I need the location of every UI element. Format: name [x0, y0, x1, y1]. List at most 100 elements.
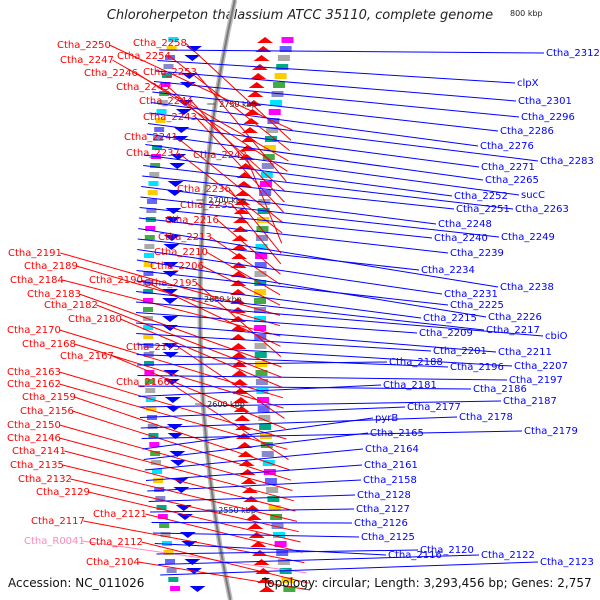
forward-gene-mark [231, 244, 248, 250]
cog-box [274, 541, 287, 547]
gene-label-right: Ctha_2164 [365, 444, 419, 455]
label-leader-line [139, 207, 433, 239]
reverse-gene-mark [175, 505, 192, 511]
cog-box [264, 136, 277, 142]
gene-label-right: Ctha_2197 [509, 375, 563, 386]
gene-label-left: Ctha_2250 [57, 40, 111, 51]
cog-box [165, 559, 176, 564]
label-leader-line [191, 100, 285, 203]
gene-label-left: Ctha_2150 [7, 420, 61, 431]
reverse-gene-mark [184, 559, 201, 565]
label-leader-line [79, 293, 282, 368]
cog-box [148, 181, 159, 186]
label-leader-line [147, 479, 362, 492]
cog-box [157, 514, 168, 519]
forward-gene-mark [231, 235, 248, 241]
label-leader-line [137, 375, 508, 381]
cog-box [147, 190, 158, 195]
gene-label-right: Ctha_2122 [481, 550, 535, 561]
label-leader-line [59, 437, 294, 502]
gene-label-right: Ctha_2211 [498, 347, 552, 358]
cog-box [149, 172, 160, 177]
label-leader-line [150, 102, 479, 147]
label-leader-line [206, 251, 281, 296]
reverse-gene-mark [181, 541, 198, 547]
label-leader-line [140, 196, 500, 238]
label-leader-line [137, 249, 443, 295]
gene-label-right: Ctha_2215 [423, 313, 477, 324]
cog-box [279, 46, 292, 52]
label-leader-line [185, 42, 292, 141]
label-leader-line [112, 355, 286, 430]
cog-box [147, 199, 158, 204]
forward-gene-mark [230, 334, 247, 340]
cog-box [143, 325, 154, 330]
cog-box [163, 64, 174, 69]
reverse-gene-mark [164, 397, 181, 403]
forward-gene-mark [245, 514, 262, 520]
label-leader-line [156, 549, 419, 555]
reverse-gene-mark [164, 217, 181, 223]
gene-label-left: Ctha_2167 [60, 351, 114, 362]
gene-label-right: sucC [521, 190, 545, 201]
gene-label-right: Ctha_2188 [389, 357, 443, 368]
cog-box [283, 586, 296, 592]
label-leader-line [145, 513, 303, 553]
label-leader-line [141, 186, 437, 225]
cog-box [268, 109, 281, 115]
label-leader-line [149, 508, 355, 513]
gene-label-right: Ctha_2207 [514, 361, 568, 372]
forward-gene-mark [231, 370, 248, 376]
gene-label-right: Ctha_2263 [515, 204, 569, 215]
cog-box [266, 487, 279, 493]
label-leader-line [141, 430, 523, 439]
forward-gene-mark [230, 307, 246, 313]
gene-label-left: Ctha_2156 [20, 406, 74, 417]
cog-box [270, 514, 283, 520]
label-leader-line [157, 60, 516, 84]
label-leader-line [140, 416, 458, 429]
forward-gene-mark [230, 262, 247, 268]
gene-label-right: Ctha_2301 [518, 96, 572, 107]
label-leader-line [59, 371, 287, 440]
cog-box [254, 271, 267, 277]
forward-gene-mark [248, 82, 265, 88]
forward-gene-mark [235, 190, 252, 196]
forward-gene-mark [233, 208, 250, 214]
reverse-gene-mark [165, 406, 182, 412]
gene-label-left: Ctha_2182 [44, 300, 98, 311]
label-leader-line [149, 112, 539, 162]
label-leader-line [136, 354, 449, 368]
cog-box [281, 577, 294, 583]
forward-gene-mark [253, 559, 270, 565]
label-leader-line [195, 116, 284, 213]
cog-box [155, 118, 166, 123]
cog-box [144, 361, 155, 366]
label-leader-line [229, 188, 282, 254]
cog-box [143, 343, 154, 348]
label-leader-line [137, 361, 388, 366]
label-leader-line [152, 91, 499, 132]
label-leader-line [59, 424, 293, 491]
cog-box [276, 550, 289, 556]
label-leader-line [139, 400, 502, 408]
gene-label-left: Ctha_2117 [31, 516, 85, 527]
cog-box [143, 298, 154, 303]
gene-label-right: Ctha_2276 [480, 141, 534, 152]
gene-label-left: Ctha_2258 [133, 38, 187, 49]
forward-gene-mark [230, 343, 247, 349]
label-leader-line [151, 522, 353, 524]
label-leader-line [160, 561, 539, 576]
label-leader-line [142, 417, 374, 450]
label-leader-line [136, 333, 432, 352]
label-leader-line [135, 312, 418, 334]
cog-box [146, 208, 157, 213]
reverse-gene-mark [162, 298, 179, 304]
label-leader-line [143, 165, 514, 210]
gene-label-right: Ctha_2271 [481, 162, 535, 173]
forward-gene-mark [230, 325, 247, 331]
cog-box [259, 181, 272, 187]
gene-label-right: Ctha_2209 [419, 328, 473, 339]
label-leader-line [137, 385, 472, 390]
gene-label-left: Ctha_2180 [68, 314, 122, 325]
